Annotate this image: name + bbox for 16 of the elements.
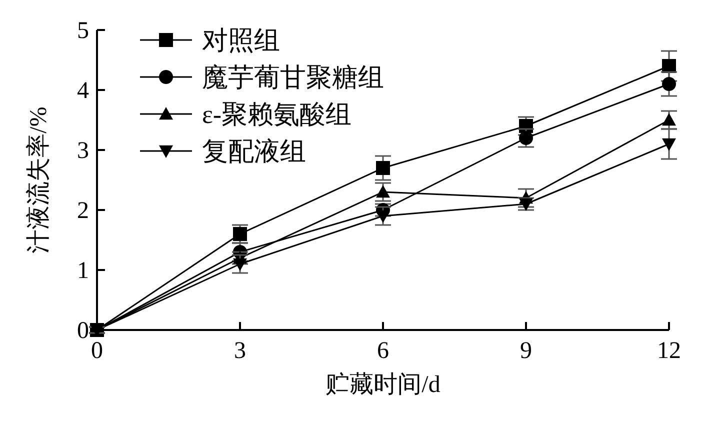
legend-label: 魔芋葡甘聚糖组 [202, 63, 384, 92]
x-axis-title: 贮藏时间/d [326, 372, 440, 398]
y-tick-label: 1 [77, 258, 89, 284]
x-tick-label: 6 [377, 338, 389, 364]
y-tick-label: 5 [77, 18, 89, 44]
legend-label: 复配液组 [202, 137, 306, 166]
legend-label: 对照组 [202, 26, 280, 55]
y-tick-label: 2 [77, 198, 89, 224]
y-tick-label: 4 [77, 78, 89, 104]
y-axis-title: 汁液流失率/% [25, 106, 52, 254]
legend-label: ε-聚赖氨酸组 [202, 100, 352, 129]
x-tick-label: 9 [520, 338, 532, 364]
y-tick-label: 0 [77, 318, 89, 344]
x-tick-label: 12 [657, 338, 681, 364]
x-tick-label: 3 [234, 338, 246, 364]
y-tick-label: 3 [77, 138, 89, 164]
